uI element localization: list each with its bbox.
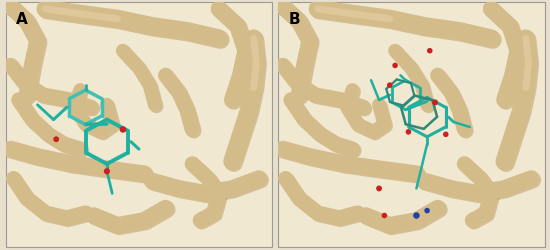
Point [431,101,439,105]
Point [390,64,399,68]
Point [412,214,421,218]
Point [380,214,389,218]
Text: A: A [16,12,28,27]
Point [423,209,432,213]
Point [118,128,127,132]
Point [441,133,450,137]
Point [425,50,434,54]
Point [404,130,413,134]
Point [102,170,111,173]
Point [375,187,383,191]
Text: B: B [288,12,300,27]
Point [386,84,394,88]
Point [52,138,60,142]
